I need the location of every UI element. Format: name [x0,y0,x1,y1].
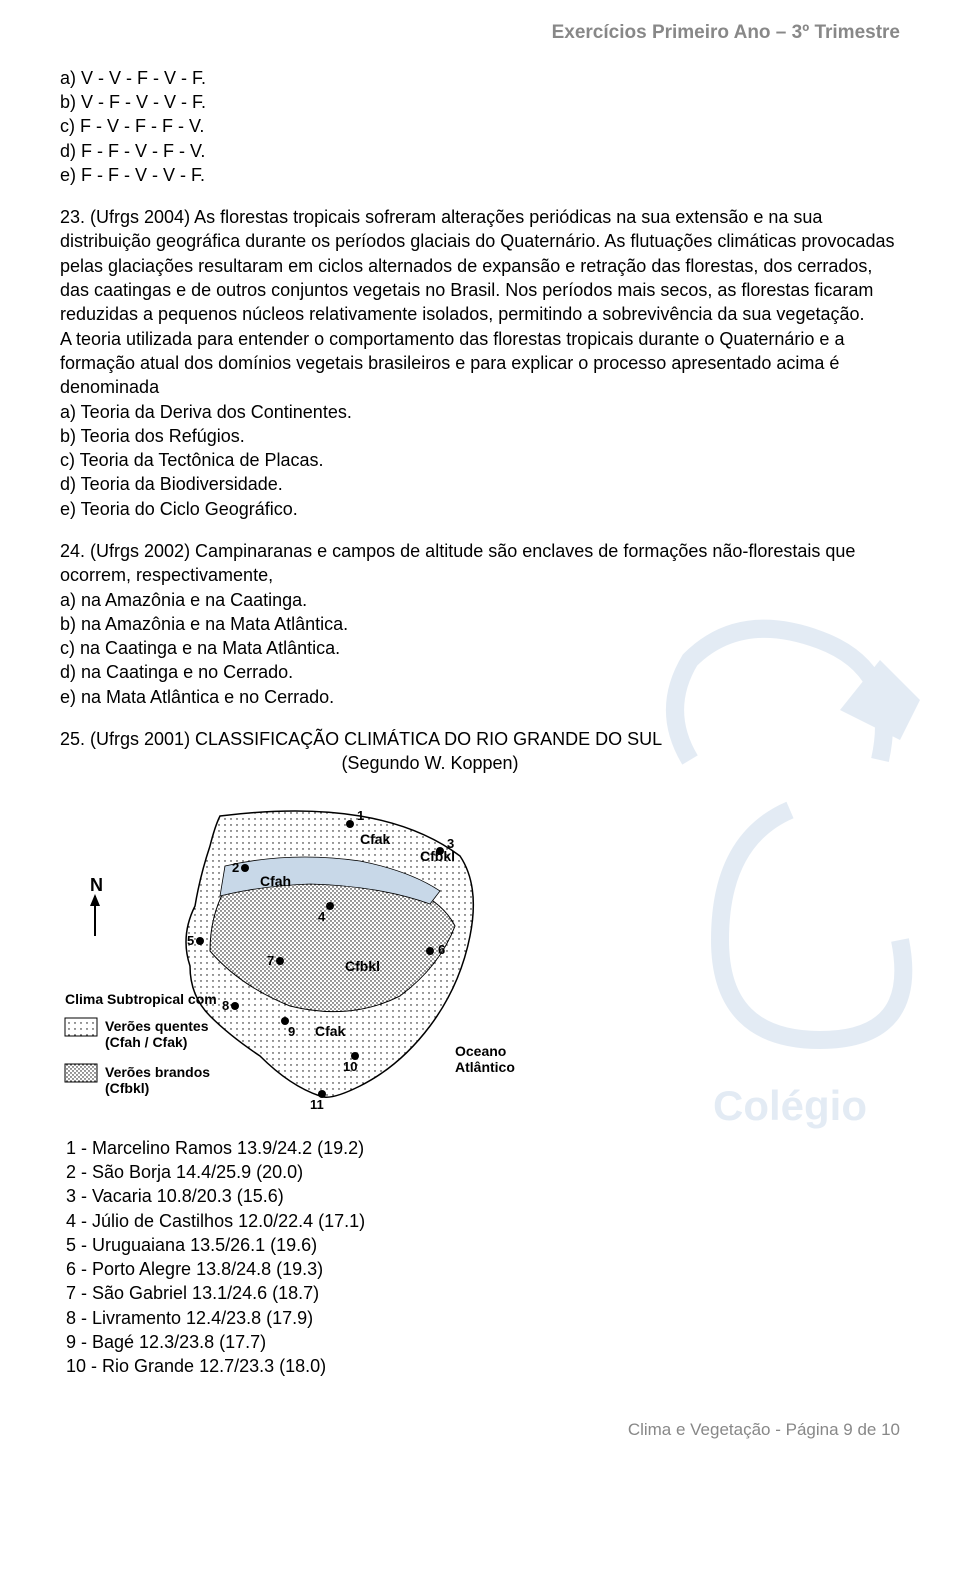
q23: 23. (Ufrgs 2004) As florestas tropicais … [60,205,900,521]
q23-opt-d: d) Teoria da Biodiversidade. [60,472,900,496]
city-3: 3 - Vacaria 10.8/20.3 (15.6) [66,1184,900,1208]
q24-opt-d: d) na Caatinga e no Cerrado. [60,660,900,684]
svg-text:5: 5 [187,933,194,948]
svg-text:11: 11 [310,1097,324,1112]
city-6: 6 - Porto Alegre 13.8/24.8 (19.3) [66,1257,900,1281]
q24-intro: 24. (Ufrgs 2002) Campinaranas e campos d… [60,539,900,588]
legend-mild-1: Verões brandos [105,1064,210,1080]
ocean-label-2: Atlântico [455,1059,515,1075]
city-10: 10 - Rio Grande 12.7/23.3 (18.0) [66,1354,900,1378]
page-header: Exercícios Primeiro Ano – 3º Trimestre [60,20,900,46]
city-1: 1 - Marcelino Ramos 13.9/24.2 (19.2) [66,1136,900,1160]
q24-opt-a: a) na Amazônia e na Caatinga. [60,588,900,612]
q22-opt-b: b) V - F - V - V - F. [60,90,900,114]
north-label: N [90,875,103,895]
q23-opt-e: e) Teoria do Ciclo Geográfico. [60,497,900,521]
city-2: 2 - São Borja 14.4/25.9 (20.0) [66,1160,900,1184]
q25: 25. (Ufrgs 2001) CLASSIFICAÇÃO CLIMÁTICA… [60,727,900,1379]
legend-mild-2: (Cfbkl) [105,1080,149,1096]
q25-city-list: 1 - Marcelino Ramos 13.9/24.2 (19.2) 2 -… [66,1136,900,1379]
q23-opt-a: a) Teoria da Deriva dos Continentes. [60,400,900,424]
city-9: 9 - Bagé 12.3/23.8 (17.7) [66,1330,900,1354]
svg-text:7: 7 [267,953,274,968]
svg-text:1: 1 [357,808,364,823]
q22-opt-a: a) V - V - F - V - F. [60,66,900,90]
city-4: 4 - Júlio de Castilhos 12.0/22.4 (17.1) [66,1209,900,1233]
q24: 24. (Ufrgs 2002) Campinaranas e campos d… [60,539,900,709]
svg-text:3: 3 [447,836,454,851]
svg-text:2: 2 [232,860,239,875]
region-label-cfbkl2: Cfbkl [345,958,380,974]
q23-opt-b: b) Teoria dos Refúgios. [60,424,900,448]
q24-opt-b: b) na Amazônia e na Mata Atlântica. [60,612,900,636]
region-label-cfak: Cfak [360,831,391,847]
city-7: 7 - São Gabriel 13.1/24.6 (18.7) [66,1281,900,1305]
city-8: 8 - Livramento 12.4/23.8 (17.9) [66,1306,900,1330]
q23-opt-c: c) Teoria da Tectônica de Placas. [60,448,900,472]
q25-subtitle: (Segundo W. Koppen) [0,751,900,775]
q22-opt-c: c) F - V - F - F - V. [60,114,900,138]
q24-opt-c: c) na Caatinga e na Mata Atlântica. [60,636,900,660]
q25-map: Cfak Cfbkl Cfah Cfbkl Cfak 1 2 3 4 5 6 7… [60,786,900,1126]
region-label-cfah: Cfah [260,873,291,889]
climate-map-svg: Cfak Cfbkl Cfah Cfbkl Cfak 1 2 3 4 5 6 7… [60,786,540,1126]
legend-hot-1: Verões quentes [105,1018,209,1034]
legend-title: Clima Subtropical com [65,991,217,1007]
legend-hot-2: (Cfah / Cfak) [105,1034,187,1050]
ocean-label-1: Oceano [455,1043,506,1059]
q22-opt-e: e) F - F - V - V - F. [60,163,900,187]
q25-title: 25. (Ufrgs 2001) CLASSIFICAÇÃO CLIMÁTICA… [60,727,900,751]
svg-text:4: 4 [318,909,326,924]
q22-options: a) V - V - F - V - F. b) V - F - V - V -… [60,66,900,187]
svg-text:9: 9 [288,1024,295,1039]
q23-intro: 23. (Ufrgs 2004) As florestas tropicais … [60,205,900,326]
svg-text:8: 8 [222,998,229,1013]
page-footer: Clima e Vegetação - Página 9 de 10 [60,1419,900,1442]
region-label-cfak2: Cfak [315,1023,346,1039]
q22-opt-d: d) F - F - V - F - V. [60,139,900,163]
q23-p2: A teoria utilizada para entender o compo… [60,327,900,400]
city-5: 5 - Uruguaiana 13.5/26.1 (19.6) [66,1233,900,1257]
svg-text:6: 6 [438,942,445,957]
svg-text:10: 10 [343,1059,357,1074]
q24-opt-e: e) na Mata Atlântica e no Cerrado. [60,685,900,709]
